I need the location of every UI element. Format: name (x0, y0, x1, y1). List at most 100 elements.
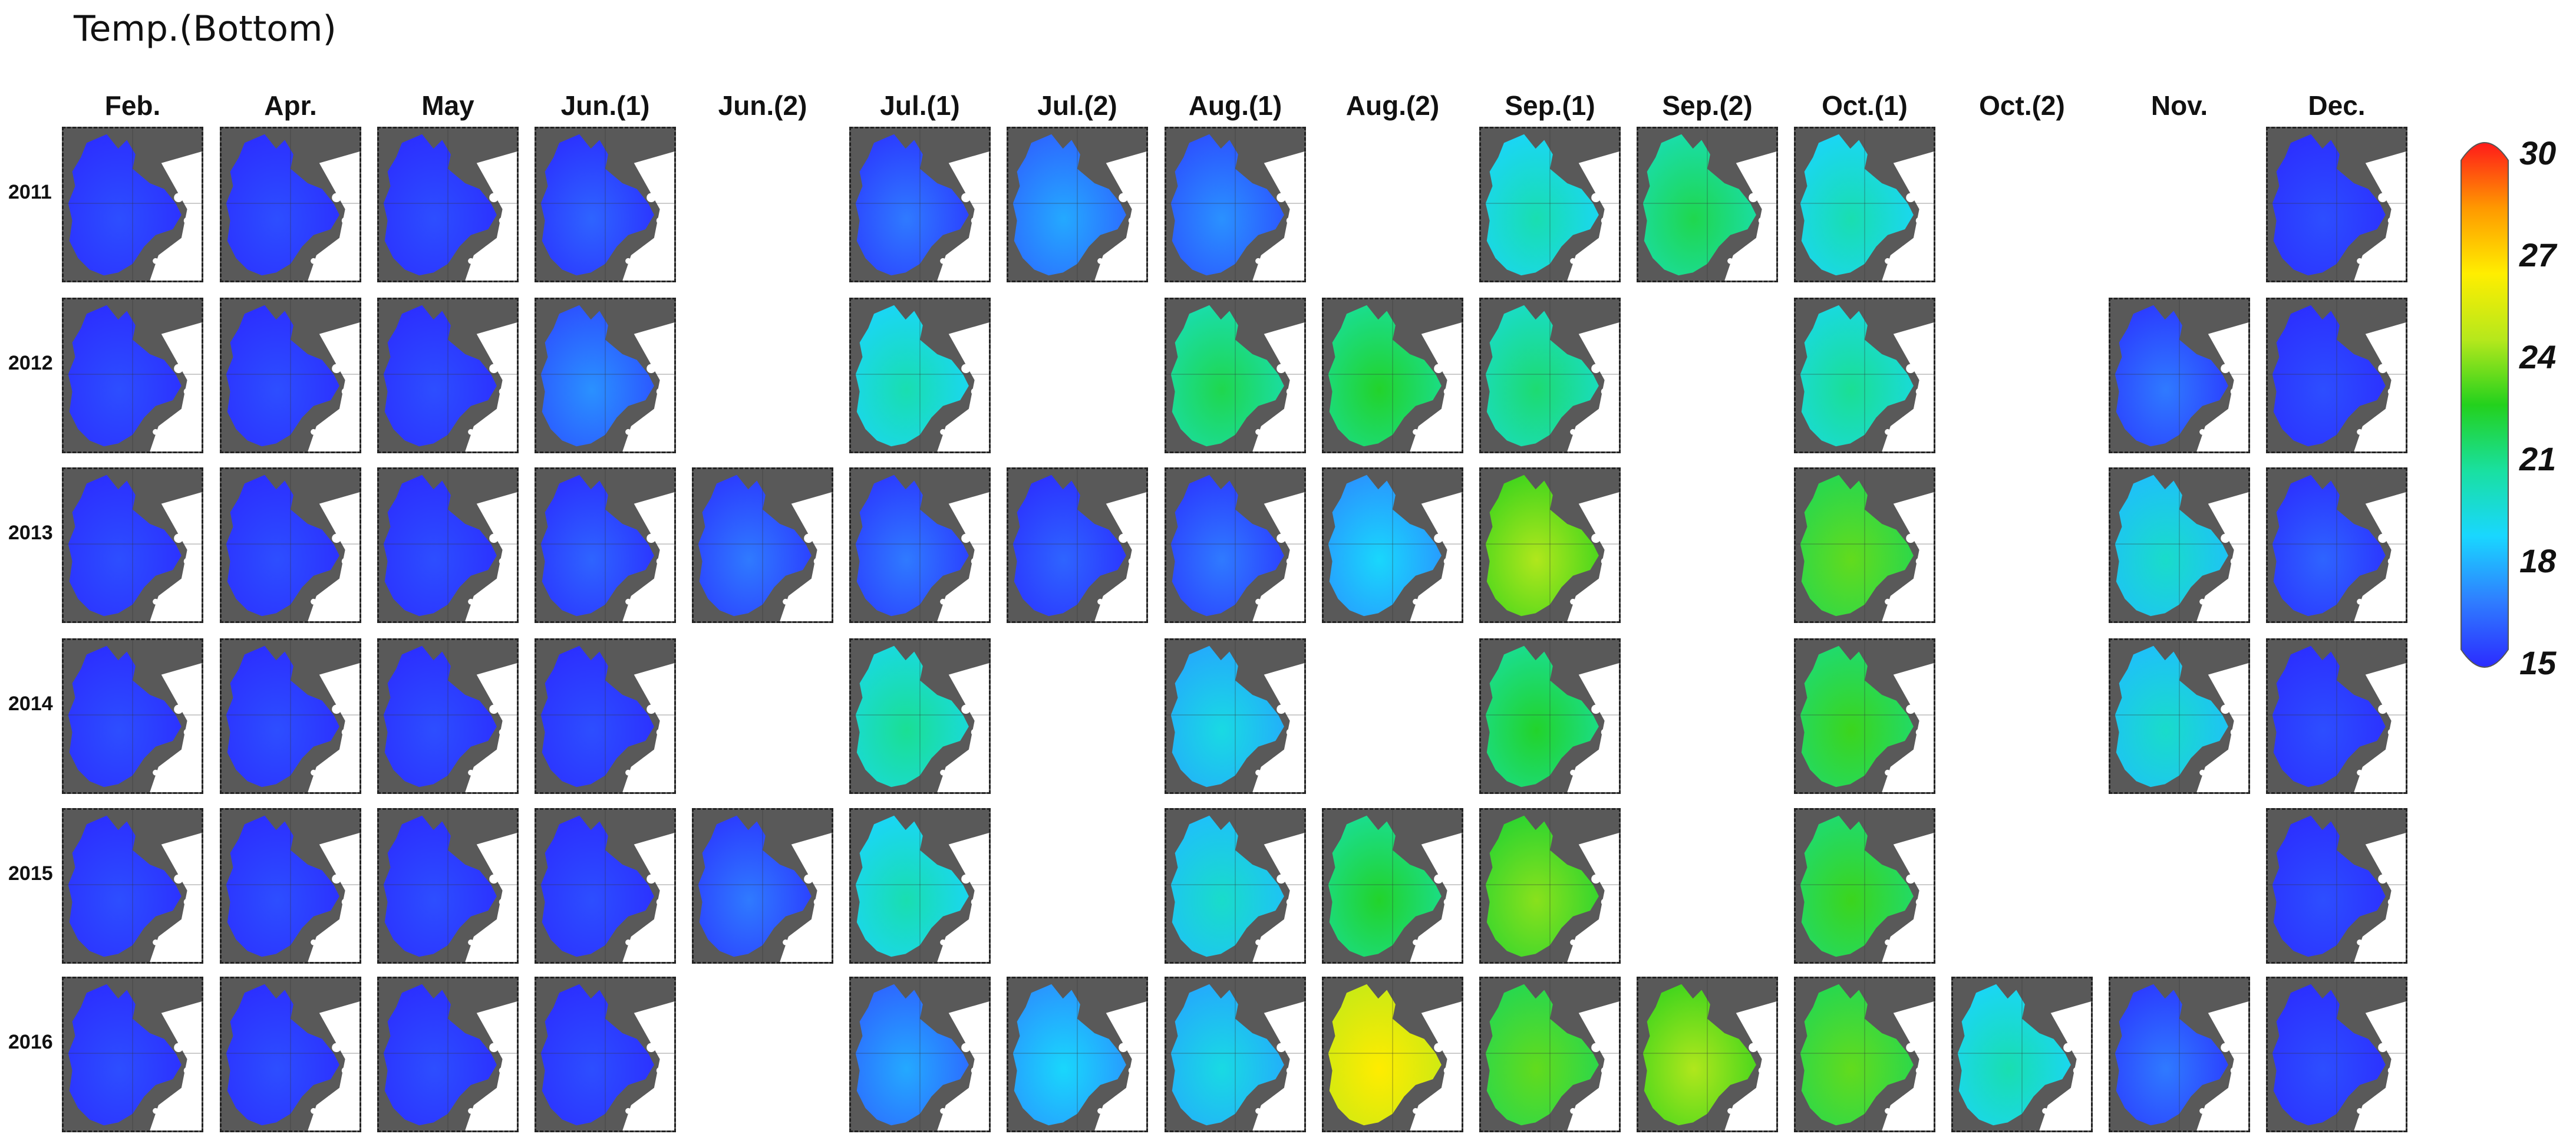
island-marker (661, 520, 667, 527)
island-marker (341, 558, 349, 565)
island-marker (1570, 769, 1576, 776)
bay-temperature-fill (2115, 474, 2228, 617)
bay-temperature-fill (1957, 984, 2071, 1126)
island-marker (169, 757, 177, 766)
island-marker (1906, 193, 1915, 203)
island-marker (1429, 416, 1437, 425)
island-marker (818, 861, 824, 868)
temperature-map (379, 978, 517, 1130)
island-marker (499, 388, 506, 395)
island-marker (1912, 601, 1920, 608)
island-marker (499, 558, 506, 565)
island-marker (961, 193, 971, 203)
island-marker (961, 364, 971, 374)
island-marker (2378, 704, 2387, 714)
island-marker (1291, 691, 1297, 698)
island-marker (188, 180, 194, 186)
bay-temperature-fill (1485, 134, 1599, 276)
island-marker (940, 1108, 946, 1114)
island-marker (1749, 193, 1758, 203)
island-marker (1901, 1095, 1909, 1104)
island-marker (2384, 1110, 2392, 1118)
island-marker (180, 431, 188, 439)
island-marker (1277, 874, 1286, 884)
temperature-map (851, 299, 989, 451)
island-marker (653, 431, 661, 439)
temperature-map (694, 469, 832, 621)
temperature-map (536, 128, 674, 281)
map-panel (1479, 808, 1621, 964)
island-marker (183, 1067, 191, 1075)
temperature-map (694, 810, 832, 962)
island-marker (2227, 601, 2235, 608)
island-marker (1743, 1095, 1752, 1104)
island-marker (2235, 351, 2241, 357)
island-marker (625, 769, 631, 776)
island-marker (1434, 874, 1443, 884)
island-marker (1920, 520, 1927, 527)
island-marker (1901, 245, 1909, 254)
island-marker (2378, 364, 2387, 374)
island-marker (1885, 769, 1891, 776)
island-marker (1605, 691, 1612, 698)
island-marker (2230, 729, 2238, 736)
island-marker (1119, 1043, 1128, 1053)
island-marker (653, 601, 661, 608)
temperature-map (1796, 128, 1934, 281)
map-panel (2266, 808, 2407, 964)
island-marker (332, 193, 341, 203)
bay-temperature-fill (540, 474, 654, 617)
island-marker (499, 217, 506, 225)
island-marker (2373, 245, 2382, 254)
island-marker (1133, 1030, 1139, 1036)
island-marker (641, 416, 650, 425)
island-marker (499, 1067, 506, 1075)
island-marker (1440, 431, 1448, 439)
island-marker (1920, 180, 1927, 186)
map-panel (1794, 808, 1935, 964)
island-marker (1915, 217, 1923, 225)
bay-temperature-fill (1012, 474, 1126, 617)
temperature-map (851, 469, 989, 621)
bay-temperature-fill (1170, 134, 1284, 276)
temperature-map (1481, 299, 1619, 451)
island-marker (656, 729, 664, 736)
map-panel (62, 638, 203, 794)
island-marker (656, 898, 664, 906)
island-marker (641, 586, 650, 595)
island-marker (625, 429, 631, 435)
island-marker (332, 1043, 341, 1053)
island-marker (2392, 351, 2399, 357)
island-marker (1271, 927, 1280, 935)
bay-temperature-fill (540, 134, 654, 276)
island-marker (346, 861, 352, 868)
island-marker (1443, 388, 1451, 395)
bay-temperature-fill (855, 645, 969, 787)
island-marker (1598, 431, 1605, 439)
temperature-map (1324, 299, 1462, 451)
island-marker (1429, 586, 1437, 595)
island-marker (961, 1043, 971, 1053)
island-marker (1591, 533, 1601, 543)
island-marker (499, 898, 506, 906)
island-marker (1758, 1067, 1766, 1075)
island-marker (2384, 772, 2392, 779)
temperature-map (2268, 978, 2406, 1130)
map-panel (535, 808, 676, 964)
island-marker (1591, 874, 1601, 884)
island-marker (1598, 772, 1605, 779)
island-marker (975, 520, 982, 527)
map-panel (220, 467, 361, 623)
island-marker (1912, 431, 1920, 439)
island-marker (1591, 1043, 1601, 1053)
island-marker (311, 1108, 316, 1114)
temperature-map (1638, 978, 1776, 1130)
map-panel (1007, 127, 1148, 282)
island-marker (2215, 757, 2224, 766)
island-marker (1586, 927, 1595, 935)
island-marker (1286, 729, 1294, 736)
map-panel (2109, 298, 2250, 453)
island-marker (496, 601, 503, 608)
bay-temperature-fill (1800, 815, 1914, 957)
island-marker (1901, 927, 1909, 935)
